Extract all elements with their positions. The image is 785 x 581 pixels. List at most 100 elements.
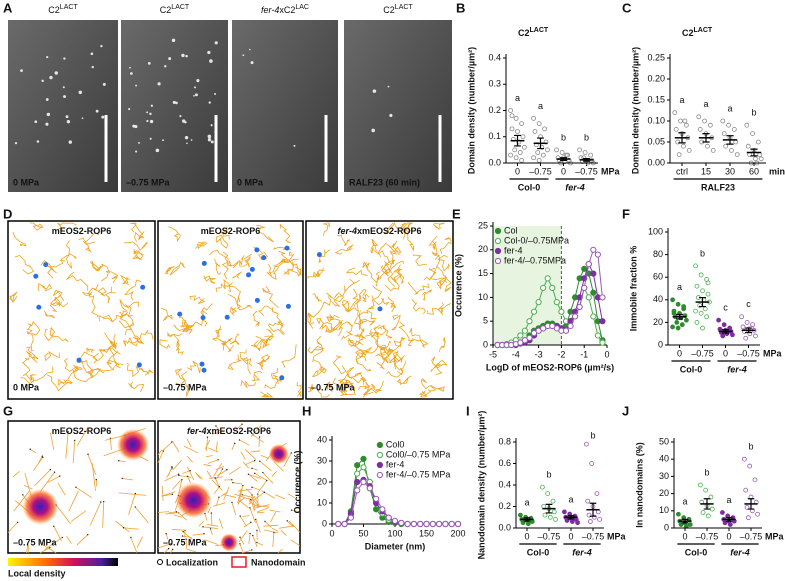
y-tick-label: 40 [653,294,663,304]
track [229,306,238,316]
track [371,295,390,306]
data-point [590,246,597,253]
y-axis-label: Domain density (number/µm²) [630,47,640,174]
rich-title: mEOS2-ROP6 [201,226,261,236]
rich-title: C2LACT [518,27,549,38]
cell-edge [168,511,177,514]
data-point [673,126,679,132]
data-point [747,463,753,469]
localization [241,423,243,425]
cell-edge [239,537,245,545]
track [385,273,402,292]
data-point [373,506,380,513]
significance-letter: b [546,470,551,480]
track [181,371,190,398]
data-point [591,514,597,520]
title-part: fer-4 [261,5,279,15]
x-tick-label: –0.75 [696,531,719,541]
data-point [429,520,436,528]
track [427,308,444,316]
significance-letter: b [590,430,595,440]
data-point [697,126,703,132]
title-part: mEOS2-ROP6 [201,226,261,236]
spot [34,120,38,124]
y-tick-label: 40 [659,454,669,464]
data-point [577,147,582,153]
track [22,354,38,364]
track [387,297,396,313]
data-point [442,520,449,528]
track [283,266,302,277]
error-bar [726,135,734,145]
spot [164,65,167,68]
localization [49,547,51,549]
spot [250,61,254,65]
spot [81,117,84,120]
data-point [385,514,392,521]
x-axis-label: Diameter (nm) [365,541,426,551]
error-bar [725,517,733,522]
cell-edge [161,491,176,497]
track [219,339,227,351]
rich-title: C2LACT [160,4,190,15]
track [167,331,183,346]
data-point [753,333,758,339]
spot [90,52,94,56]
localization [59,475,61,477]
track [376,353,386,370]
localization [263,491,266,493]
localization [218,485,220,488]
track [52,289,65,302]
data-point [747,331,753,337]
data-point [742,456,747,462]
x-tick-label: 0 [568,531,573,541]
cell-edge [252,491,265,502]
spot [138,142,140,144]
track [412,254,428,266]
error-bar [678,132,686,144]
error-bar [560,157,567,161]
x-tick-label: -1 [580,349,588,359]
spot [248,48,251,51]
track [354,288,367,307]
track [46,264,57,279]
localization [256,529,258,532]
spot [101,115,105,119]
significance-letter: b [561,132,566,142]
cell-edge [239,485,244,500]
data-point [743,487,749,493]
data-point [565,152,571,158]
cell-edge [161,485,164,501]
track [391,314,401,331]
data-point [709,506,715,512]
spot [214,93,217,95]
localization [273,531,275,534]
cell-edge [49,432,55,450]
cell-edge [157,450,164,463]
immobile-track [224,314,230,320]
legend-label: Col0 [386,439,405,449]
nanodomain [175,482,212,519]
track [278,258,289,265]
data-point [694,283,700,289]
spot [149,137,152,140]
density-bar [8,558,118,566]
data-point [676,152,682,158]
significance-letter: a [524,497,529,507]
localization [239,515,241,517]
cell-edge [57,482,66,496]
track [428,267,446,281]
spot [155,148,160,153]
cell-edge [287,493,295,499]
track [106,354,124,366]
track [227,260,240,269]
significance-letter: b [584,132,589,142]
track [389,240,399,253]
x-tick-label: 0 [726,531,731,541]
cell-edge [166,467,173,479]
localization [171,467,173,469]
track [384,222,402,235]
title-part: mEOS2-ROP6 [52,426,112,436]
data-point [744,319,750,325]
track [9,291,18,304]
